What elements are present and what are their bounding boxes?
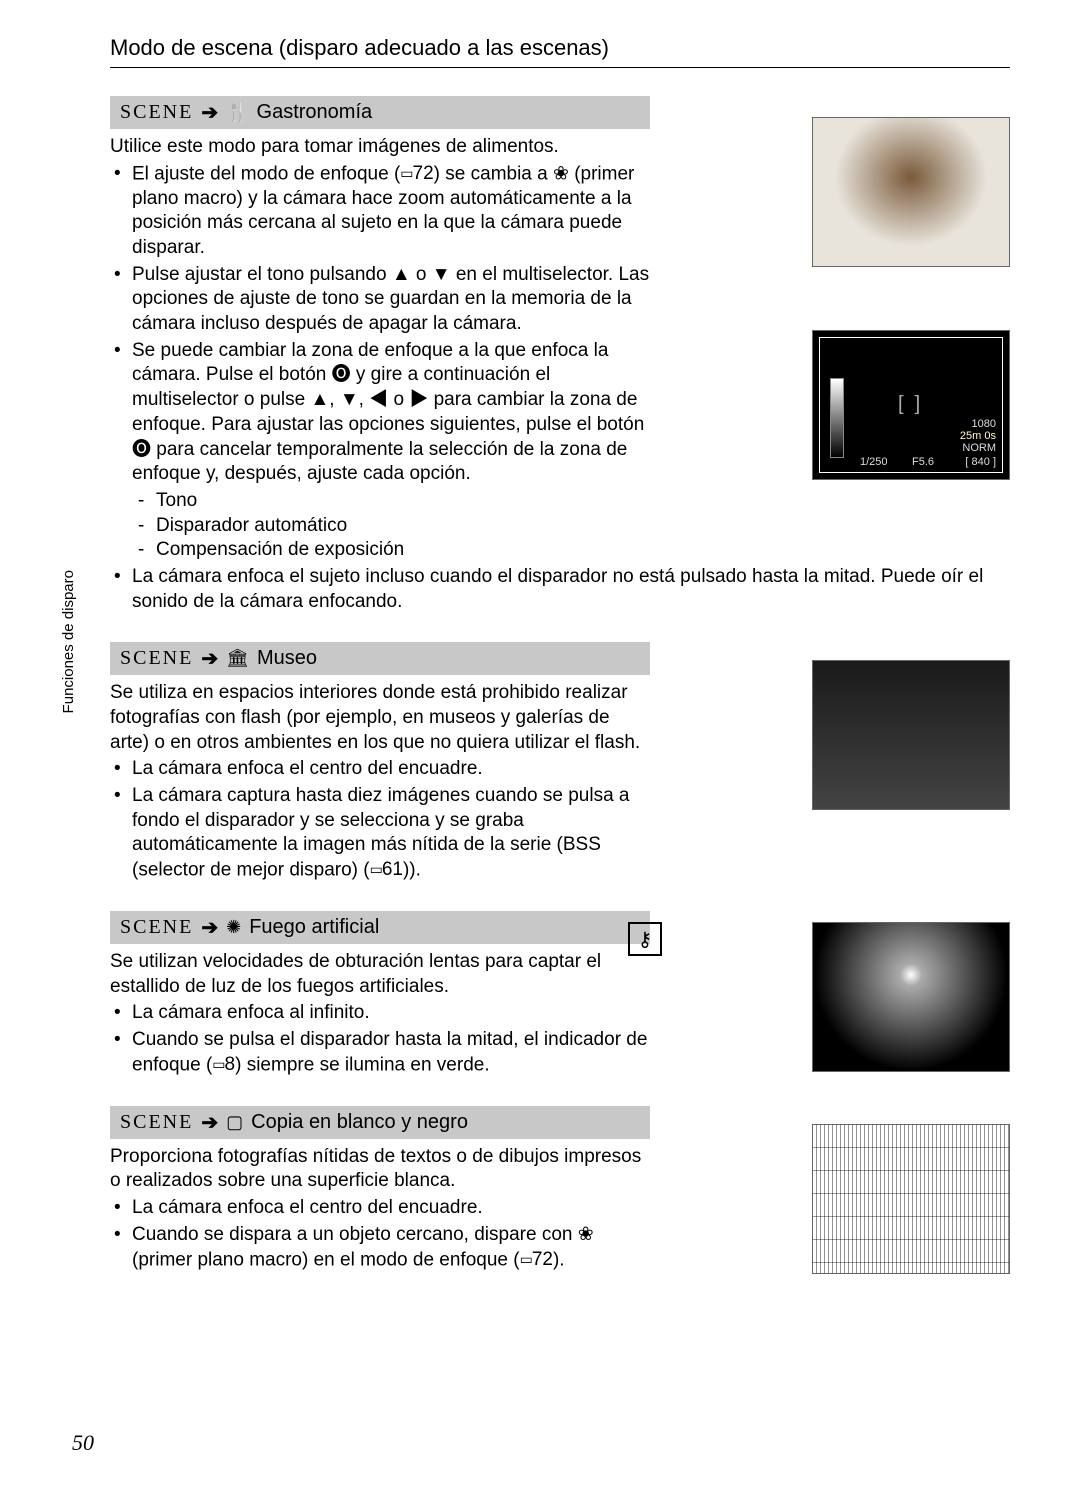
lcd-shutter: 1/250 xyxy=(860,456,888,468)
ref-num: 72 xyxy=(413,162,434,187)
section-title: Museo xyxy=(257,647,317,670)
page-ref-icon: 72 xyxy=(520,1248,553,1273)
arrow-icon: ➔ xyxy=(201,1110,218,1135)
section-title: Fuego artificial xyxy=(249,916,379,939)
text: Se puede cambiar la zona de enfoque a la… xyxy=(132,340,644,484)
scene-label: SCENE xyxy=(120,647,193,670)
section-body: Utilice este modo para tomar imágenes de… xyxy=(110,135,650,563)
tripod-badge-icon: ⚷ xyxy=(628,922,662,956)
bullet-item: La cámara enfoca el sujeto incluso cuand… xyxy=(128,565,1010,614)
museum-icon: 🏛 xyxy=(226,648,249,669)
scene-label: SCENE xyxy=(120,101,193,124)
text: ). xyxy=(553,1249,565,1270)
food-icon: 🍴 xyxy=(226,102,248,123)
lcd-inner: [ ] 1/250 F5.6 [ 840 ] NORM 25m 0s 1080 xyxy=(819,337,1003,473)
copy-icon: ▢ xyxy=(226,1112,243,1133)
macro-flower-icon: ❀ xyxy=(553,163,569,184)
fireworks-icon: ✺ xyxy=(226,917,241,938)
section-body: Se utiliza en espacios interiores donde … xyxy=(110,681,650,883)
sub-item: Tono xyxy=(152,489,650,514)
ref-num: 8 xyxy=(225,1053,236,1078)
text: ) se cambia a xyxy=(434,163,553,184)
bullet-item: El ajuste del modo de enfoque ( 72) se ca… xyxy=(128,162,650,261)
bullet-item: La cámara enfoca al infinito. xyxy=(128,1001,650,1026)
focus-bracket-icon: [ ] xyxy=(898,393,920,416)
bullet-item: La cámara enfoca el centro del encuadre. xyxy=(128,1196,650,1221)
lcd-aperture: F5.6 xyxy=(912,456,934,468)
page-number: 50 xyxy=(72,1430,94,1456)
sample-image-copia xyxy=(812,1124,1010,1274)
bullet-list: La cámara enfoca el sujeto incluso cuand… xyxy=(110,565,1010,614)
bullet-list: La cámara enfoca el centro del encuadre.… xyxy=(110,1196,650,1272)
sample-image-fuego xyxy=(812,922,1010,1072)
section-title: Gastronomía xyxy=(257,101,373,124)
sample-image-gastronomia xyxy=(812,117,1010,267)
bullet-item: La cámara captura hasta diez imágenes cu… xyxy=(128,784,650,883)
section-title: Copia en blanco y negro xyxy=(251,1111,468,1134)
macro-flower-icon: ❀ xyxy=(578,1224,594,1245)
lcd-count: [ 840 ] xyxy=(965,456,996,468)
lcd-res: 1080 xyxy=(972,418,996,430)
scene-label: SCENE xyxy=(120,1111,193,1134)
scene-label: SCENE xyxy=(120,916,193,939)
text: Cuando se dispara a un objeto cercano, d… xyxy=(132,1224,578,1245)
intro-text: Se utilizan velocidades de obturación le… xyxy=(110,950,650,999)
ref-num: 61 xyxy=(382,858,403,883)
bullet-item: Cuando se pulsa el disparador hasta la m… xyxy=(128,1028,650,1078)
intro-text: Utilice este modo para tomar imágenes de… xyxy=(110,135,650,160)
side-tab-label: Funciones de disparo xyxy=(60,570,77,713)
lcd-time: 25m 0s xyxy=(960,430,996,442)
sample-image-museo xyxy=(812,660,1010,810)
title-rule xyxy=(110,67,1010,68)
section-header: SCENE ➔ 🏛 Museo xyxy=(110,642,650,675)
text: ) siempre se ilumina en verde. xyxy=(235,1054,490,1075)
sub-list: Tono Disparador automático Compensación … xyxy=(132,489,650,563)
text: )). xyxy=(403,859,421,880)
page-ref-icon: 61 xyxy=(370,858,403,883)
page-title: Modo de escena (disparo adecuado a las e… xyxy=(110,35,1010,61)
bullet-list: El ajuste del modo de enfoque ( 72) se ca… xyxy=(110,162,650,563)
bullet-item: La cámara enfoca el centro del encuadre. xyxy=(128,757,650,782)
bullet-item: Se puede cambiar la zona de enfoque a la… xyxy=(128,339,650,563)
camera-lcd-preview: [ ] 1/250 F5.6 [ 840 ] NORM 25m 0s 1080 xyxy=(812,330,1010,480)
bullet-list: La cámara enfoca el centro del encuadre.… xyxy=(110,757,650,883)
intro-text: Proporciona fotografías nítidas de texto… xyxy=(110,1145,650,1194)
section-body-wide: La cámara enfoca el sujeto incluso cuand… xyxy=(110,565,1010,614)
ref-num: 72 xyxy=(532,1248,553,1273)
section-header: SCENE ➔ ▢ Copia en blanco y negro xyxy=(110,1106,650,1139)
sub-item: Compensación de exposición xyxy=(152,538,650,563)
lcd-norm: NORM xyxy=(962,442,996,454)
section-header: SCENE ➔ 🍴 Gastronomía xyxy=(110,96,650,129)
section-header: SCENE ➔ ✺ Fuego artificial xyxy=(110,911,650,944)
section-body: Proporciona fotografías nítidas de texto… xyxy=(110,1145,650,1273)
intro-text: Se utiliza en espacios interiores donde … xyxy=(110,681,650,755)
arrow-icon: ➔ xyxy=(201,915,218,940)
sub-item: Disparador automático xyxy=(152,514,650,539)
section-body: Se utilizan velocidades de obturación le… xyxy=(110,950,650,1078)
page-ref-icon: 72 xyxy=(400,162,433,187)
bullet-item: Cuando se dispara a un objeto cercano, d… xyxy=(128,1223,650,1273)
text: (primer plano macro) en el modo de enfoq… xyxy=(132,1249,520,1270)
tone-slider-icon xyxy=(830,378,844,458)
bullet-list: La cámara enfoca al infinito. Cuando se … xyxy=(110,1001,650,1077)
page-ref-icon: 8 xyxy=(212,1053,235,1078)
arrow-icon: ➔ xyxy=(201,646,218,671)
text: El ajuste del modo de enfoque ( xyxy=(132,163,400,184)
arrow-icon: ➔ xyxy=(201,100,218,125)
bullet-item: Pulse ajustar el tono pulsando ▲ o ▼ en … xyxy=(128,263,650,337)
